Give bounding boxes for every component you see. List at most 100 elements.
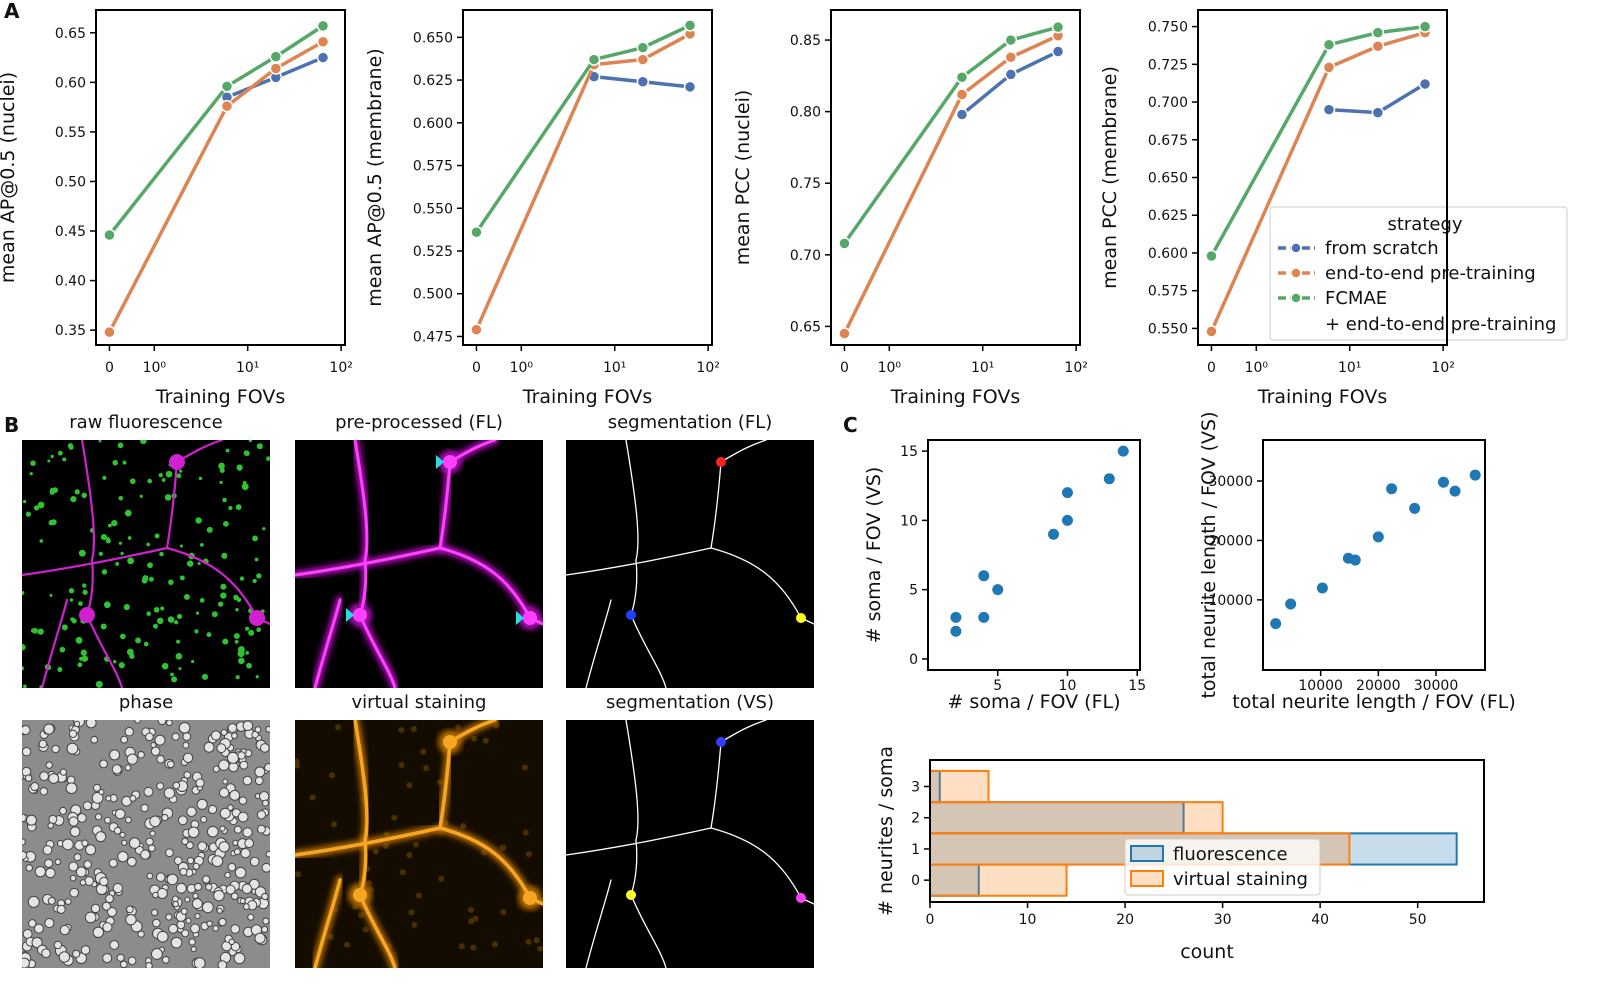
y-tick-label: 0.650 <box>1148 171 1188 187</box>
cell <box>109 940 120 950</box>
cell <box>154 734 166 746</box>
cell <box>231 732 238 740</box>
x-tick-label: 10000 <box>1298 678 1343 694</box>
point <box>1409 502 1421 514</box>
cell <box>233 848 241 856</box>
cell <box>25 814 37 826</box>
cell <box>261 925 269 933</box>
point <box>955 108 969 121</box>
nucleus <box>199 542 204 547</box>
x-axis-label: Training FOVs <box>890 386 1020 408</box>
nucleus <box>77 662 83 668</box>
cell <box>59 768 68 776</box>
cell <box>104 816 112 824</box>
nucleus <box>57 667 63 673</box>
cell <box>183 771 192 779</box>
cell <box>192 862 200 870</box>
nucleus <box>248 629 255 636</box>
image <box>22 440 270 688</box>
marker <box>346 608 354 622</box>
cell <box>75 866 87 878</box>
image-title: virtual staining <box>352 692 487 713</box>
nucleus <box>178 667 182 671</box>
cell <box>261 862 270 873</box>
cell <box>192 892 199 900</box>
cell <box>212 925 219 932</box>
x-tick-label: 10² <box>696 360 719 376</box>
y-axis-label: # soma / FOV (VS) <box>863 467 885 644</box>
cell <box>47 896 56 905</box>
point <box>955 88 969 101</box>
point <box>1449 485 1461 497</box>
neurite <box>710 461 722 549</box>
cell <box>210 730 222 741</box>
cell <box>127 956 137 966</box>
y-tick-label: 0.40 <box>55 274 86 290</box>
nucleus <box>254 557 259 562</box>
cell <box>156 887 168 899</box>
nucleus <box>221 552 228 559</box>
cell <box>202 875 211 884</box>
nucleus <box>111 520 118 527</box>
soma-seg <box>716 737 726 747</box>
cell <box>84 911 97 924</box>
point <box>1316 582 1328 594</box>
image-bg <box>566 440 814 688</box>
nucleus <box>57 450 63 456</box>
nucleus <box>153 606 160 613</box>
neurite <box>710 827 802 899</box>
nucleus <box>156 617 164 625</box>
nucleus <box>122 460 127 465</box>
cell <box>265 725 270 733</box>
marker <box>436 455 444 469</box>
cell <box>80 945 91 955</box>
cell <box>66 742 79 755</box>
nucleus <box>252 578 257 584</box>
image <box>566 720 814 968</box>
x-tick-label: 0 <box>105 360 114 376</box>
cell <box>69 887 80 898</box>
nucleus <box>80 649 87 656</box>
cell <box>112 882 123 894</box>
neurite <box>625 720 639 841</box>
y-tick-label: 0.50 <box>55 174 86 190</box>
neurite <box>625 440 639 561</box>
cell <box>124 816 132 824</box>
legend-line: end-to-end pre-training <box>1325 263 1536 284</box>
nucleus <box>223 520 229 527</box>
point <box>838 327 851 340</box>
neurite <box>630 894 667 968</box>
cell <box>84 876 94 886</box>
image-bg <box>566 720 814 968</box>
x-tick-label: 0 <box>1207 360 1216 376</box>
nucleus <box>154 533 160 539</box>
cell <box>218 759 230 771</box>
cell <box>34 866 46 878</box>
point <box>1386 483 1398 495</box>
cell <box>45 761 53 769</box>
nucleus <box>62 457 67 462</box>
cell <box>137 750 145 759</box>
nucleus <box>139 494 143 498</box>
point <box>1437 476 1449 488</box>
haze <box>460 823 467 830</box>
cell <box>140 849 151 860</box>
nucleus <box>266 456 270 461</box>
nucleus <box>206 632 212 638</box>
cell <box>152 918 161 928</box>
nucleus <box>102 475 107 480</box>
cell <box>53 940 63 950</box>
cell <box>218 787 230 798</box>
point <box>1061 514 1073 526</box>
haze <box>328 772 335 779</box>
cell <box>219 807 231 819</box>
nucleus <box>164 494 172 501</box>
nucleus <box>256 627 262 633</box>
point <box>269 62 283 75</box>
x-tick-label: 30000 <box>1414 678 1459 694</box>
x-tick-label: 50 <box>1409 912 1427 928</box>
cell <box>124 764 132 772</box>
nucleus <box>22 591 25 595</box>
point <box>1205 325 1218 338</box>
cell <box>240 848 251 859</box>
